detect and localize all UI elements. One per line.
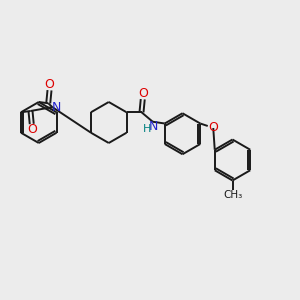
Text: N: N [52,100,62,114]
Text: O: O [208,122,218,134]
Text: O: O [138,87,148,100]
Text: H: H [143,124,152,134]
Text: O: O [45,78,54,91]
Text: O: O [27,123,37,136]
Text: N: N [148,120,158,133]
Text: CH₃: CH₃ [223,190,242,200]
